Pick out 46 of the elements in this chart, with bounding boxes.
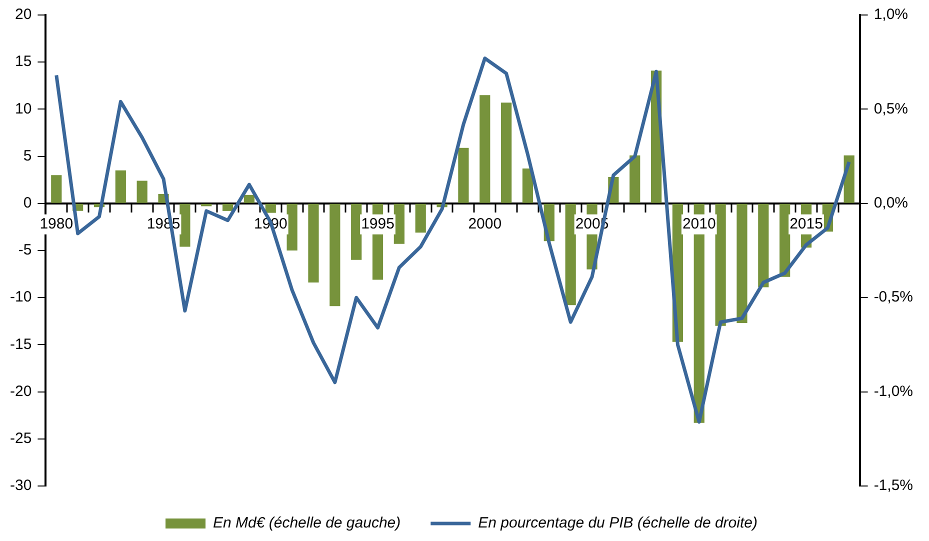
bar bbox=[180, 204, 190, 247]
y2-tick-label: 0,0% bbox=[874, 194, 908, 212]
x-tick-label: 2015 bbox=[790, 216, 823, 233]
bar bbox=[244, 194, 255, 203]
bar bbox=[51, 175, 62, 203]
bar bbox=[480, 95, 490, 203]
y2-tick-label: 0,5% bbox=[874, 100, 908, 118]
x-tick-label: 2000 bbox=[468, 216, 502, 233]
y2-tick-label: -0,5% bbox=[874, 288, 914, 306]
y-tick-label: -5 bbox=[18, 242, 32, 259]
y-tick-label: -15 bbox=[10, 336, 32, 353]
legend-label: En pourcentage du PIB (échelle de droite) bbox=[478, 514, 758, 532]
x-tick-label: 1980 bbox=[40, 216, 74, 233]
bar bbox=[715, 204, 726, 326]
x-tick-label: 1995 bbox=[361, 216, 394, 233]
x-tick-label: 2010 bbox=[682, 216, 716, 233]
y2-tick-label: -1,0% bbox=[874, 382, 914, 400]
bar bbox=[136, 180, 148, 203]
bar bbox=[115, 170, 126, 203]
bar bbox=[308, 204, 319, 283]
y-tick-label: 20 bbox=[14, 6, 32, 24]
y2-tick-label: -1,5% bbox=[874, 477, 914, 494]
bar bbox=[222, 204, 234, 211]
bar bbox=[394, 204, 404, 244]
y-tick-label: 0 bbox=[23, 194, 32, 212]
legend-label: En Md€ (échelle de gauche) bbox=[213, 514, 401, 532]
bar bbox=[736, 204, 748, 324]
y-tick-label: 10 bbox=[14, 100, 32, 118]
y-tick-label: -25 bbox=[10, 430, 32, 448]
y-tick-label: -30 bbox=[10, 477, 32, 494]
bar bbox=[458, 148, 469, 203]
bar bbox=[522, 168, 534, 203]
bar bbox=[351, 204, 362, 260]
bar bbox=[565, 204, 576, 306]
y-tick-label: 15 bbox=[14, 53, 32, 70]
bar bbox=[501, 102, 512, 203]
y-tick-label: -10 bbox=[10, 288, 32, 306]
y2-tick-label: 1,0% bbox=[874, 6, 908, 24]
y-tick-label: -20 bbox=[10, 382, 32, 400]
bar bbox=[265, 204, 276, 213]
y-tick-label: 5 bbox=[23, 147, 32, 164]
bar bbox=[758, 204, 769, 288]
bar bbox=[415, 204, 426, 233]
bar bbox=[330, 204, 340, 306]
bar bbox=[630, 155, 640, 203]
bar bbox=[286, 204, 298, 250]
